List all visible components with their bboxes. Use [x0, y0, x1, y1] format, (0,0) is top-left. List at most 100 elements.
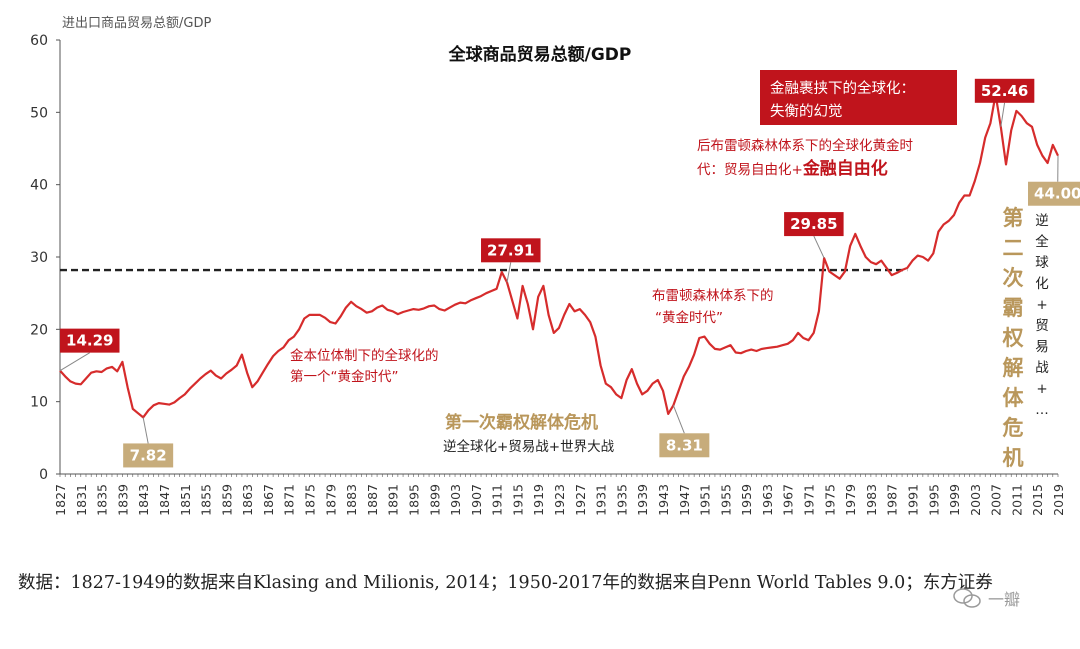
- x-tick-label: 1915: [510, 484, 525, 516]
- annotation-crisis2-char: 霸: [1003, 296, 1024, 320]
- x-tick-label: 1871: [282, 484, 297, 516]
- x-tick-label: 1887: [365, 484, 380, 516]
- x-tick-label: 1963: [760, 484, 775, 516]
- x-tick-label: 1983: [864, 484, 879, 516]
- wechat-icon: [953, 588, 981, 608]
- data-label-leader: [142, 417, 149, 444]
- x-tick-label: 1907: [469, 484, 484, 516]
- data-label-box: [784, 212, 844, 237]
- data-label-box: [974, 78, 1035, 103]
- data-label-text: 27.91: [487, 241, 534, 259]
- data-label-leader: [506, 262, 512, 283]
- data-label-box: [123, 443, 174, 468]
- annotation-crisis1-subtitle: 逆全球化+贸易战+世界大战: [443, 438, 615, 455]
- x-tick-label: 1951: [698, 484, 713, 516]
- x-tick-label: 1927: [573, 484, 588, 516]
- x-tick-label: 1851: [178, 484, 193, 516]
- annotation-post-bretton-line1: 后布雷顿森林体系下的全球化黄金时: [697, 137, 913, 154]
- x-tick-label: 1979: [843, 484, 858, 516]
- annotation-crisis2-sub-char: …: [1035, 402, 1049, 418]
- data-label-text: 52.46: [981, 82, 1028, 100]
- x-tick-label: 1855: [199, 484, 214, 516]
- x-tick-label: 1859: [219, 484, 234, 516]
- annotation-crisis2-char: 第: [1003, 206, 1024, 230]
- x-tick-label: 1883: [344, 484, 359, 516]
- annotation-post-bretton-trade: 代：贸易自由化+: [697, 162, 803, 178]
- chart: 进出口商品贸易总额/GDP 全球商品贸易总额/GDP 0 10 20 30 40 50 60…: [30, 16, 1080, 516]
- x-tick-label: 2003: [968, 484, 983, 516]
- x-tick-label: 2015: [1030, 484, 1045, 516]
- x-tick-label: 1919: [531, 484, 546, 516]
- x-tick-label: 1959: [739, 484, 754, 516]
- annotation-crisis2-sub-char: 贸: [1035, 318, 1049, 334]
- data-label-leader: [672, 405, 685, 434]
- annotation-crisis2-char: 权: [1002, 326, 1024, 350]
- annotation-crisis2-char: 次: [1003, 266, 1024, 290]
- y-tick-label: 50: [30, 105, 48, 121]
- y-tick-label: 10: [30, 395, 48, 411]
- x-tick-label: 1987: [885, 484, 900, 516]
- annotation-crisis2-sub-char: 化: [1035, 276, 1049, 292]
- data-label-leader: [1000, 102, 1006, 127]
- source-note: 数据：1827-1949的数据来自Klasing and Milionis, 2…: [18, 573, 993, 593]
- x-tick-label: 1911: [490, 484, 505, 516]
- x-tick-label: 1847: [157, 484, 172, 516]
- annotation-crisis2-char: 体: [1003, 386, 1025, 410]
- x-tick-label: 1995: [926, 484, 941, 516]
- x-tick-label: 1863: [240, 484, 255, 516]
- x-tick-label: 1895: [406, 484, 421, 516]
- x-tick-label: 1835: [95, 484, 110, 516]
- x-tick-label: 1947: [677, 484, 692, 516]
- data-label: 8.31: [659, 405, 710, 458]
- annotation-bretton-line1: 布雷顿森林体系下的: [652, 288, 774, 304]
- chart-title: 全球商品贸易总额/GDP: [448, 44, 632, 65]
- x-tick-label: 1967: [781, 484, 796, 516]
- data-label-box: [60, 328, 120, 353]
- annotation-crisis2-char: 二: [1003, 236, 1024, 260]
- x-tick-label: 1931: [594, 484, 609, 516]
- x-tick-label: 2007: [989, 484, 1004, 516]
- x-tick-label: 1867: [261, 484, 276, 516]
- data-label: 14.29: [59, 328, 120, 372]
- x-tick-label: 1843: [136, 484, 151, 516]
- x-tick-label: 1831: [74, 484, 89, 516]
- x-tick-label: 1991: [905, 484, 920, 516]
- data-label: 29.85: [784, 212, 844, 259]
- data-label-leader: [59, 352, 91, 372]
- data-label-box: [481, 238, 541, 263]
- data-label-text: 29.85: [790, 215, 837, 233]
- x-tick-label: 1955: [718, 484, 733, 516]
- data-label-box: [659, 433, 710, 458]
- x-tick-label: 1827: [53, 484, 68, 516]
- data-label: 27.91: [481, 238, 541, 283]
- annotation-crisis2-sub-char: 逆: [1035, 213, 1049, 229]
- annotation-bretton-line2: “黄金时代”: [655, 310, 723, 326]
- x-tick-label: 1939: [635, 484, 650, 516]
- annotation-gold-standard-line2: 第一个“黄金时代”: [290, 368, 399, 385]
- data-label-text: 7.82: [130, 446, 167, 464]
- finance-box-line2: 失衡的幻觉: [770, 103, 843, 120]
- data-label: 7.82: [123, 417, 174, 468]
- finance-box-line1: 金融裹挟下的全球化：: [770, 79, 915, 97]
- y-tick-label: 20: [30, 322, 48, 338]
- x-tick-label: 1935: [614, 484, 629, 516]
- data-label-text: 44.00: [1034, 185, 1080, 203]
- annotation-post-bretton-line2: 代：贸易自由化+金融自由化: [697, 158, 888, 179]
- y-tick-label: 60: [30, 33, 48, 49]
- series-line: [59, 93, 1059, 419]
- x-tick-label: 2011: [1009, 484, 1024, 516]
- x-tick-label: 1903: [448, 484, 463, 516]
- annotation-crisis2-char: 解: [1003, 356, 1024, 380]
- annotation-crisis2-sub-char: +: [1036, 297, 1047, 313]
- y-tick-label: 0: [39, 467, 48, 483]
- annotation-crisis2-sub-char: 全: [1035, 233, 1049, 250]
- data-label-text: 14.29: [66, 332, 113, 350]
- annotation-crisis2-char: 危: [1003, 416, 1024, 440]
- x-tick-label: 2019: [1051, 484, 1066, 516]
- annotation-post-bretton-finance: 金融自由化: [802, 158, 888, 179]
- y-tick-label: 40: [30, 178, 48, 194]
- y-axis-title: 进出口商品贸易总额/GDP: [62, 16, 211, 31]
- data-label: 44.00: [1028, 155, 1080, 206]
- data-label: 52.46: [974, 78, 1035, 127]
- x-tick-label: 1943: [656, 484, 671, 516]
